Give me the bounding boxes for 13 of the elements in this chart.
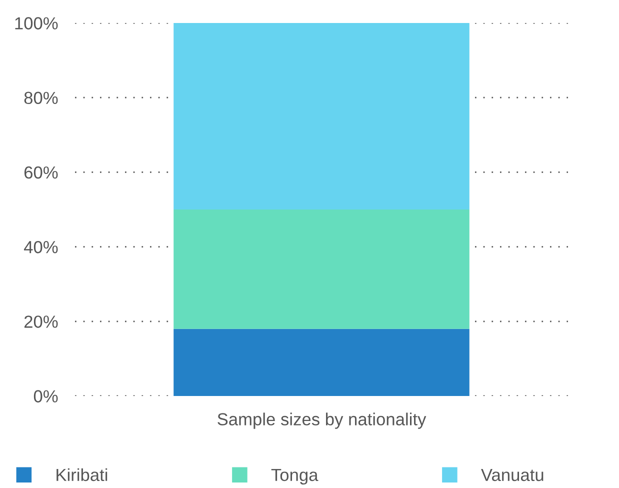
legend-label: Vanuatu [481,468,544,482]
y-tick-label: 100% [15,17,58,30]
legend-label: Kiribati [56,468,108,482]
legend-label: Tonga [271,468,318,485]
y-tick-label: 80% [24,92,58,104]
y-tick-label: 20% [24,316,58,328]
bar [174,23,470,210]
bar [174,210,470,329]
bar [174,328,470,396]
y-tick-label: 40% [24,240,58,254]
x-tick-label: Sample sizes by nationality [218,412,426,429]
y-tick-label: 0% [34,390,58,402]
y-tick-label: 60% [24,166,58,179]
